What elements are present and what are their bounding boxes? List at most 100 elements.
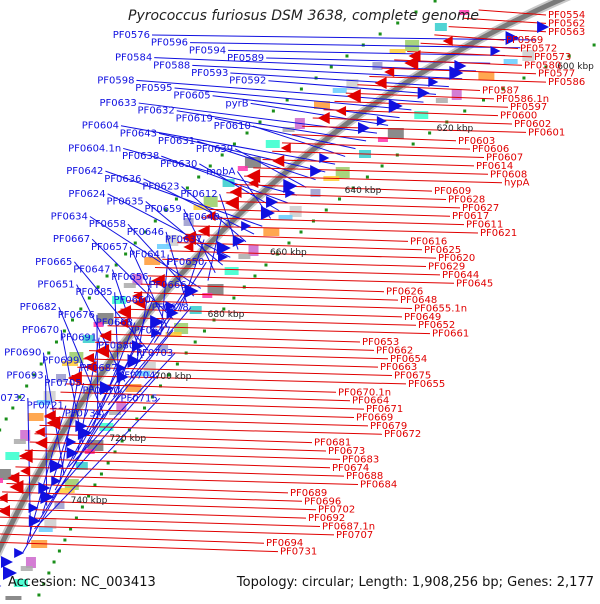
- forward-gene-label: PF0705: [44, 378, 81, 389]
- accession-label: Accession: NC_003413: [8, 575, 156, 590]
- cog-strip: [5, 596, 22, 604]
- gc-dot: [482, 98, 486, 102]
- reverse-leader-line: [77, 366, 393, 377]
- cog-strip: [335, 167, 350, 178]
- reverse-gene-label: PF0626: [386, 287, 423, 298]
- cog-strip: [56, 374, 67, 382]
- cog-strip: [13, 579, 28, 587]
- forward-gene-label: PF0680: [98, 340, 135, 351]
- reverse-leader-line: [0, 524, 335, 536]
- gc-dot: [80, 505, 84, 509]
- cog-strip: [434, 23, 447, 31]
- cog-strip: [202, 293, 213, 298]
- cog-strip: [237, 166, 248, 171]
- forward-gene-label: PF0693: [6, 370, 43, 381]
- reverse-gene-label: PF0644: [442, 270, 479, 281]
- forward-leader-line: [22, 413, 105, 553]
- reverse-leader-line: [235, 183, 433, 192]
- reverse-leader-line: [407, 51, 533, 58]
- forward-gene-label: PF0632: [138, 106, 175, 117]
- cog-strip: [310, 189, 321, 197]
- gc-dot: [106, 461, 110, 465]
- reverse-gene-label: PF0688: [346, 471, 383, 482]
- forward-leader-line: [154, 57, 476, 72]
- reverse-gene-label: PF0617: [452, 211, 489, 222]
- reverse-gene-arrow: [83, 353, 94, 363]
- reverse-gene-arrow: [84, 361, 97, 373]
- forward-leader-line: [183, 208, 216, 274]
- gc-dot: [159, 384, 163, 388]
- reverse-gene-arrow: [224, 196, 239, 210]
- forward-gene-arrow: [358, 122, 371, 134]
- cog-strip: [389, 49, 406, 54]
- cog-strip: [38, 527, 53, 532]
- reverse-gene-label: PF0672: [384, 429, 421, 440]
- reverse-gene-arrow: [404, 56, 419, 70]
- reverse-gene-arrow: [99, 330, 112, 342]
- forward-gene-arrow: [537, 21, 550, 33]
- forward-gene-arrow: [266, 196, 279, 208]
- forward-gene-arrow: [151, 328, 162, 338]
- reverse-leader-line: [2, 491, 303, 502]
- cog-strip: [158, 345, 169, 353]
- forward-gene-label: PF0612: [180, 189, 217, 200]
- reverse-gene-arrow: [118, 318, 129, 328]
- gc-dot: [324, 208, 328, 212]
- reverse-gene-label: PF0628: [448, 194, 485, 205]
- cog-strip: [332, 88, 347, 93]
- reverse-leader-line: [262, 159, 475, 167]
- forward-gene-label: PF0670: [22, 325, 59, 336]
- cog-strip: [263, 228, 280, 236]
- forward-gene-label: PF0604.1n: [68, 143, 121, 154]
- gc-dot: [87, 494, 91, 498]
- gc-dot: [378, 32, 382, 36]
- reverse-gene-label: PF0627: [462, 203, 499, 214]
- forward-gene-label: PF0647: [73, 265, 110, 276]
- reverse-gene-arrow: [0, 493, 8, 503]
- gc-dot: [99, 472, 103, 476]
- reverse-gene-label: PF0577: [538, 69, 575, 80]
- forward-gene-label: PF0685: [75, 287, 112, 298]
- reverse-leader-line: [420, 42, 519, 50]
- cog-strip: [143, 362, 156, 373]
- cog-strip: [125, 384, 142, 392]
- reverse-gene-arrow: [181, 231, 196, 245]
- gc-dot: [57, 549, 61, 553]
- reverse-gene-label: PF0569: [506, 35, 543, 46]
- reverse-leader-line: [253, 167, 489, 175]
- reverse-gene-label: PF0573: [534, 52, 571, 63]
- kbp-tick-label: 660 kbp: [270, 248, 307, 258]
- reverse-gene-label: PF0702: [318, 505, 355, 516]
- cog-strip: [224, 267, 239, 275]
- reverse-gene-label: PF0687.1n: [322, 521, 375, 532]
- reverse-gene-label: PF0696: [304, 496, 341, 507]
- forward-gene-label: PF0734: [65, 408, 102, 419]
- reverse-leader-line: [0, 516, 321, 527]
- forward-gene-label: PF0690: [4, 348, 41, 359]
- forward-leader-line: [207, 216, 223, 281]
- gc-dot: [175, 362, 179, 366]
- cog-strip: [314, 101, 331, 109]
- reverse-gene-label: PF0655.1n: [414, 303, 467, 314]
- reverse-gene-arrow: [9, 480, 24, 494]
- reverse-gene-arrow: [0, 505, 11, 517]
- forward-gene-arrow: [319, 153, 330, 163]
- forward-gene-label: PF0592: [229, 76, 266, 87]
- forward-leader-line: [138, 102, 378, 134]
- forward-gene-arrow: [99, 381, 114, 395]
- reverse-gene-label: hypA: [504, 178, 530, 189]
- cog-strip: [87, 440, 104, 451]
- forward-leader-line: [145, 201, 224, 266]
- gc-dot: [338, 197, 342, 201]
- cog-strip: [0, 469, 11, 480]
- reverse-leader-line: [302, 125, 527, 133]
- forward-gene-arrow: [131, 340, 144, 352]
- cog-strip: [5, 452, 20, 460]
- reverse-gene-arrow: [117, 305, 132, 319]
- cog-strip: [435, 98, 448, 103]
- gc-dot: [135, 417, 139, 421]
- cog-strip: [387, 128, 404, 139]
- forward-gene-label: PF0576: [113, 30, 150, 41]
- forward-gene-arrow: [216, 241, 231, 255]
